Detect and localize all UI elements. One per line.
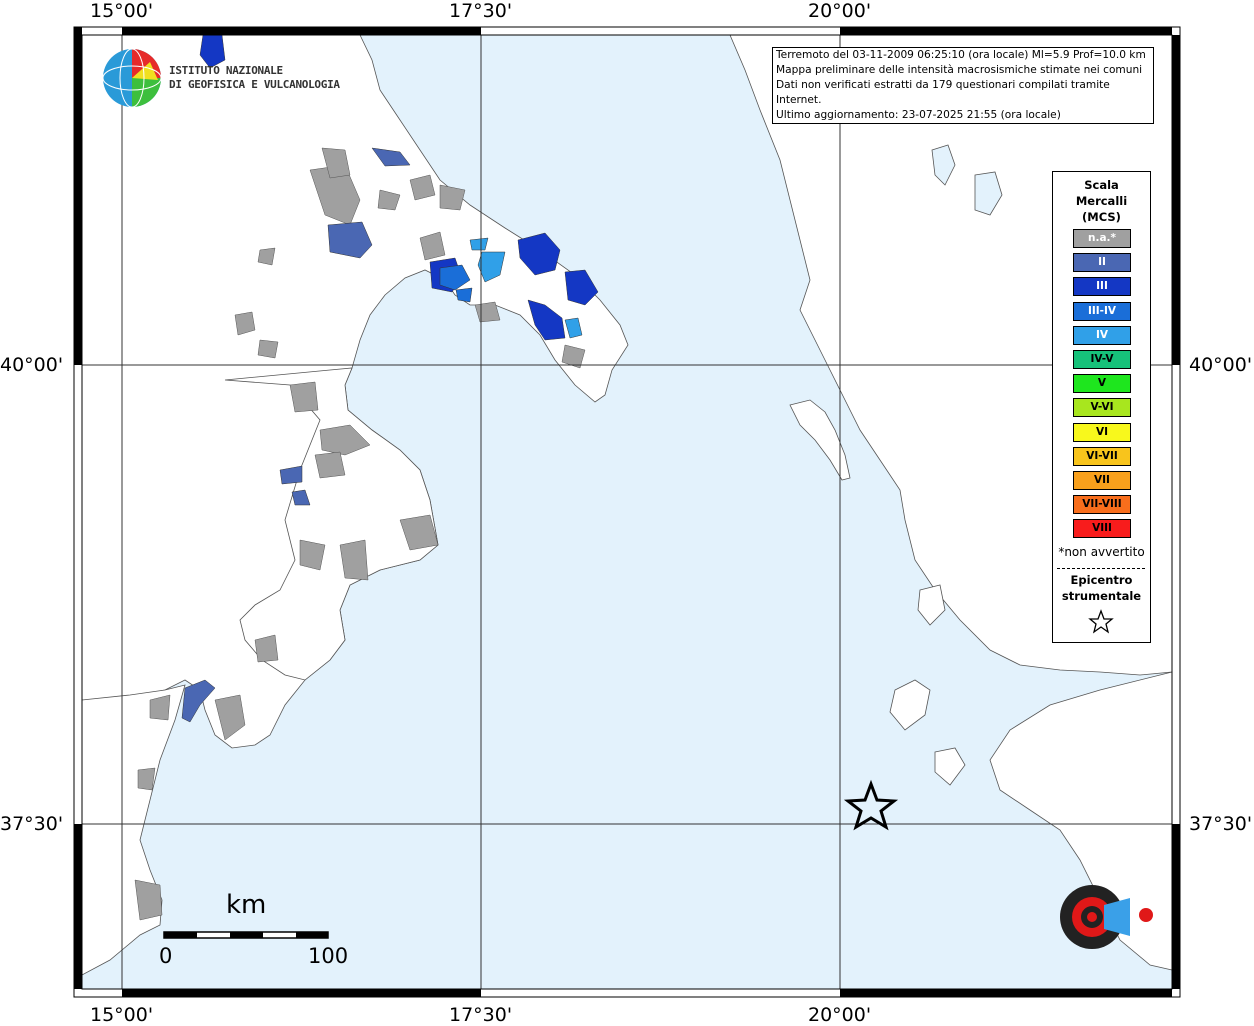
haisentito-badge-icon — [1060, 885, 1153, 949]
legend-epicenter-line: strumentale — [1061, 589, 1142, 603]
corfu-island — [789, 399, 851, 481]
scale-bar — [163, 931, 329, 939]
italy-land — [81, 34, 629, 749]
event-info-line: Terremoto del 03-11-2009 06:25:10 (ora l… — [776, 49, 1146, 61]
adriatic-island-1 — [931, 144, 956, 186]
legend-title-line: Mercalli — [1075, 194, 1128, 208]
legend-swatch: II — [1073, 253, 1131, 273]
latitude-label-right: 40°00' — [1189, 354, 1253, 376]
legend-swatch: VI — [1073, 422, 1131, 442]
legend-swatch: n.a.* — [1073, 229, 1131, 248]
peloponnese-land — [989, 671, 1173, 971]
institute-logo-line: ISTITUTO NAZIONALE — [169, 64, 283, 77]
legend-swatch: VIII — [1073, 519, 1131, 539]
legend-swatch: V — [1073, 374, 1131, 394]
legend-swatch: VI-VII — [1073, 446, 1131, 466]
legend-swatch: VII — [1073, 471, 1131, 490]
legend-swatch: IV-V — [1073, 350, 1131, 369]
longitude-label-top: 17°30' — [449, 0, 513, 22]
scale-bar-start: 0 — [159, 944, 173, 968]
legend-title: Scala Mercalli (MCS) — [1053, 177, 1150, 225]
legend-swatch: III — [1073, 277, 1131, 297]
legend-title-line: (MCS) — [1082, 210, 1121, 224]
intensity-ii-municipalities — [181, 147, 411, 723]
longitude-label-bottom: 15°00' — [90, 1004, 154, 1026]
event-info-line: Mappa preliminare delle intensità macros… — [776, 64, 1143, 76]
legend-epicenter-line: Epicentro — [1070, 573, 1133, 587]
legend-epicenter-label: Epicentro strumentale — [1053, 572, 1150, 604]
intensity-iii-iv-municipalities — [439, 264, 473, 303]
legend-swatch: IV — [1073, 325, 1131, 345]
longitude-label-top: 15°00' — [90, 0, 154, 22]
legend-swatch: III-IV — [1073, 301, 1131, 321]
legend-title-line: Scala — [1084, 178, 1119, 192]
event-info-line: Ultimo aggiornamento: 23-07-2025 21:55 (… — [776, 109, 1061, 121]
zakynthos-island — [934, 747, 966, 786]
mcs-legend: Scala Mercalli (MCS) n.a.* II III III-IV IV I… — [1052, 171, 1151, 643]
legend-swatch: VII-VIII — [1073, 495, 1131, 515]
not-felt-municipalities — [134, 147, 586, 921]
graticule — [82, 35, 1172, 989]
longitude-label-bottom: 17°30' — [449, 1004, 513, 1026]
longitude-label-top: 20°00' — [808, 0, 872, 22]
intensity-iii-municipalities — [199, 34, 599, 341]
latitude-label-left: 40°00' — [0, 354, 64, 376]
adriatic-island-2 — [974, 171, 1003, 216]
ingv-logo-icon — [102, 48, 162, 108]
map-frame — [73, 26, 1181, 998]
latitude-label-left: 37°30' — [0, 813, 64, 835]
institute-logo-text: ISTITUTO NAZIONALE DI GEOFISICA E VULCAN… — [169, 64, 340, 92]
scale-bar-unit: km — [226, 890, 267, 920]
kefalonia-island — [889, 679, 931, 731]
latitude-label-right: 37°30' — [1189, 813, 1253, 835]
scale-bar-end: 100 — [308, 944, 349, 968]
legend-swatch: V-VI — [1073, 398, 1131, 418]
event-info-box: Terremoto del 03-11-2009 06:25:10 (ora l… — [772, 47, 1154, 124]
epicenter-star-icon — [843, 779, 899, 831]
lefkada-island — [917, 584, 946, 626]
intensity-iv-municipalities — [469, 237, 583, 339]
calabria-land — [224, 367, 439, 681]
longitude-label-bottom: 20°00' — [808, 1004, 872, 1026]
legend-separator — [1057, 568, 1145, 569]
institute-logo-line: DI GEOFISICA E VULCANOLOGIA — [169, 78, 340, 91]
event-info-line: Dati non verificati estratti da 179 ques… — [776, 79, 1110, 106]
star-icon — [1088, 609, 1114, 634]
legend-note: *non avvertito — [1058, 545, 1145, 559]
